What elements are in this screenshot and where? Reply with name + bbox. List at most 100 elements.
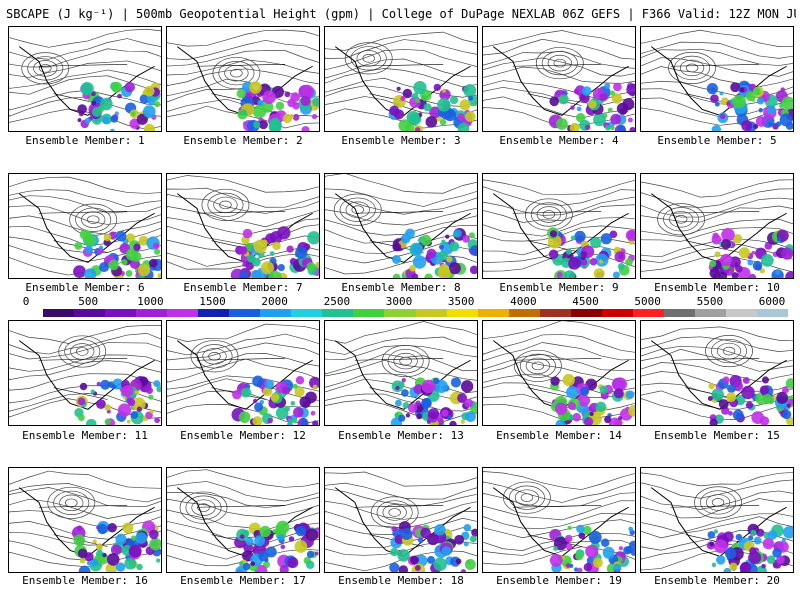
cape-height-map (483, 471, 635, 572)
ensemble-member-label: Ensemble Member: 12 (180, 429, 306, 442)
colorbar-segment (291, 309, 323, 317)
colorbar-tick-label: 4000 (510, 295, 537, 308)
colorbar-segment (446, 309, 479, 317)
ensemble-member-label: Ensemble Member: 8 (341, 281, 461, 294)
cape-height-map (9, 325, 161, 425)
ensemble-map-panel (482, 173, 636, 279)
colorbar-segment (105, 309, 137, 317)
ensemble-map-panel (8, 26, 162, 132)
colorbar-segment (477, 309, 510, 317)
colorbar-segment (756, 309, 789, 317)
colorbar-tick-label: 500 (78, 295, 99, 308)
cape-height-map (641, 179, 793, 278)
cape-height-map (9, 176, 161, 278)
colorbar-segment (136, 309, 168, 317)
cape-height-map (483, 321, 635, 425)
cape-height-map (9, 28, 161, 131)
colorbar-tick-label: 2000 (261, 295, 288, 308)
cape-height-map (325, 31, 477, 131)
ensemble-member-label: Ensemble Member: 20 (654, 574, 780, 587)
ensemble-member-label: Ensemble Member: 6 (25, 281, 145, 294)
ensemble-map-panel (8, 320, 162, 426)
colorbar-segment (694, 309, 727, 317)
colorbar-segment (12, 309, 44, 317)
colorbar-tick-label: 1000 (137, 295, 164, 308)
colorbar-tick-label: 6000 (758, 295, 786, 308)
colorbar-segment (570, 309, 603, 317)
ensemble-map-panel (482, 320, 636, 426)
colorbar-segment (167, 309, 199, 317)
colorbar-tick-label: 3500 (447, 295, 475, 308)
ensemble-map-panel (324, 26, 478, 132)
colorbar-strip (12, 309, 789, 317)
cape-height-map (325, 321, 477, 425)
colorbar-segment (632, 309, 665, 317)
ensemble-map-panel (166, 320, 320, 426)
colorbar-segment (353, 309, 385, 317)
ensemble-member-label: Ensemble Member: 11 (22, 429, 148, 442)
cape-height-map (483, 30, 635, 131)
cape-height-map (325, 174, 477, 278)
ensemble-member-label: Ensemble Member: 3 (341, 134, 461, 147)
colorbar-tick-label: 5500 (696, 295, 724, 308)
ensemble-map-panel (640, 26, 794, 132)
ensemble-member-label: Ensemble Member: 17 (180, 574, 306, 587)
colorbar-segment (508, 309, 541, 317)
cape-height-map (641, 326, 793, 425)
ensemble-member-label: Ensemble Member: 13 (338, 429, 464, 442)
colorbar-segment (725, 309, 758, 317)
colorbar-tick-label: 0 (22, 295, 30, 308)
cape-height-map (167, 469, 319, 572)
cape-height-map (641, 29, 793, 131)
cape-height-map (641, 472, 793, 572)
ensemble-map-panel (166, 26, 320, 132)
colorbar-segment (229, 309, 261, 317)
ensemble-map-panel (482, 26, 636, 132)
colorbar-segment (322, 309, 354, 317)
colorbar-tick-label: 2500 (323, 295, 351, 308)
ensemble-member-label: Ensemble Member: 19 (496, 574, 622, 587)
colorbar-segment (260, 309, 292, 317)
ensemble-map-panel (8, 467, 162, 573)
ensemble-member-label: Ensemble Member: 15 (654, 429, 780, 442)
colorbar-tick-label: 1500 (199, 295, 226, 308)
colorbar-segment (43, 309, 75, 317)
colorbar-segment (539, 309, 572, 317)
cape-height-map (9, 470, 161, 572)
ensemble-member-label: Ensemble Member: 9 (499, 281, 619, 294)
colorbar-tick-label: 3000 (385, 295, 413, 308)
ensemble-member-label: Ensemble Member: 7 (183, 281, 303, 294)
ensemble-map-panel (8, 173, 162, 279)
ensemble-map-panel (324, 173, 478, 279)
ensemble-map-panel (482, 467, 636, 573)
colorbar-segment (663, 309, 696, 317)
cape-height-map (483, 179, 635, 278)
ensemble-map-panel (640, 467, 794, 573)
ensemble-member-label: Ensemble Member: 14 (496, 429, 622, 442)
chart-title: SBCAPE (J kg⁻¹) | 500mb Geopotential Hei… (6, 7, 796, 21)
ensemble-member-label: Ensemble Member: 2 (183, 134, 303, 147)
colorbar-segment (74, 309, 106, 317)
cape-height-map (325, 471, 477, 572)
ensemble-member-label: Ensemble Member: 18 (338, 574, 464, 587)
colorbar-segment (198, 309, 230, 317)
colorbar-segment (601, 309, 634, 317)
ensemble-map-panel (166, 467, 320, 573)
colorbar-segment (384, 309, 416, 317)
ensemble-member-label: Ensemble Member: 5 (657, 134, 777, 147)
ensemble-map-panel (324, 320, 478, 426)
ensemble-map-panel (324, 467, 478, 573)
ensemble-map-panel (640, 173, 794, 279)
ensemble-member-label: Ensemble Member: 10 (654, 281, 780, 294)
ensemble-member-label: Ensemble Member: 16 (22, 574, 148, 587)
colorbar-segment (415, 309, 448, 317)
cape-height-map (167, 323, 319, 425)
ensemble-map-panel (166, 173, 320, 279)
ensemble-member-label: Ensemble Member: 4 (499, 134, 619, 147)
cape-height-map (167, 29, 319, 131)
ensemble-map-panel (640, 320, 794, 426)
colorbar-tick-label: 4500 (572, 295, 599, 308)
cape-height-map (167, 175, 319, 278)
colorbar-tick-label: 5000 (634, 295, 661, 308)
ensemble-member-label: Ensemble Member: 1 (25, 134, 145, 147)
